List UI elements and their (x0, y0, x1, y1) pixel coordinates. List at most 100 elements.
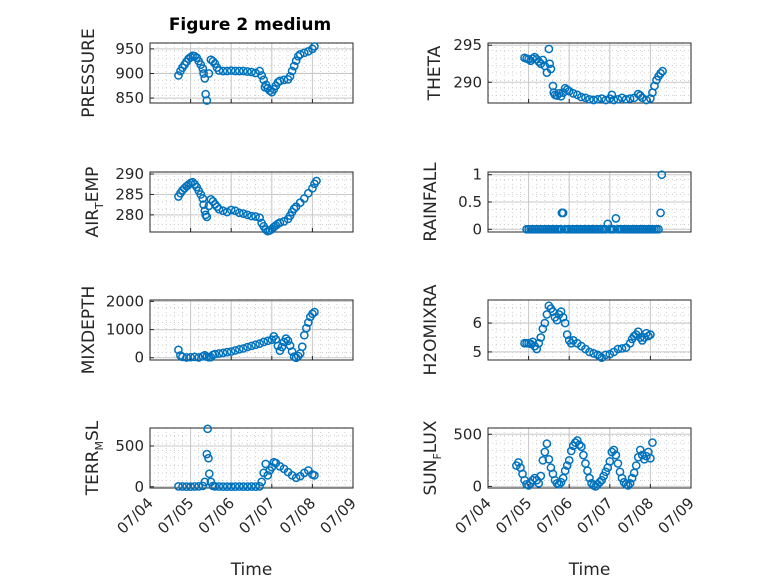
data-point (589, 95, 598, 105)
data-point (554, 479, 564, 489)
series-markers (520, 301, 655, 363)
axes-frame (149, 171, 354, 233)
subplot-air_temp: 280 285 290 AIRTEMP (83, 165, 354, 238)
y-axis-label: PRESSURE (79, 28, 99, 117)
y-axis-label-main: RAINFALL (421, 162, 441, 242)
data-point (566, 446, 576, 456)
data-point (263, 470, 273, 480)
data-point (283, 336, 293, 346)
data-point (178, 352, 187, 362)
data-point (230, 346, 240, 355)
data-point (291, 56, 301, 66)
y-axis-label: SUNFLUX (421, 420, 444, 495)
data-point (275, 218, 285, 227)
major-grid (150, 300, 353, 360)
data-point (198, 481, 208, 491)
data-point (255, 339, 264, 349)
data-point (623, 481, 633, 490)
data-point (562, 461, 572, 470)
data-point (585, 347, 594, 357)
data-point (247, 482, 256, 491)
data-point (234, 66, 244, 76)
data-point (656, 69, 665, 78)
y-axis-label-subscript: F (431, 453, 444, 459)
axes-background (150, 172, 353, 232)
data-point (308, 44, 317, 54)
y-axis-label-subscript: M (93, 441, 106, 451)
series-markers (522, 170, 667, 234)
data-point (625, 338, 635, 348)
data-point (218, 348, 228, 358)
data-point (585, 473, 594, 483)
data-point (613, 94, 623, 104)
subplot-h2o_mixratio: 5 6 H2OMIXRA (421, 284, 692, 376)
data-point (648, 438, 657, 447)
y-tick-label: 0 (134, 478, 144, 496)
data-point (291, 473, 301, 483)
series-markers (512, 436, 657, 491)
data-point (255, 66, 264, 76)
data-point (631, 461, 641, 470)
y-axis-label-rest: EMP (83, 167, 103, 203)
data-point (657, 170, 667, 180)
data-point (646, 453, 655, 463)
data-point (546, 64, 556, 74)
data-point (226, 205, 236, 215)
data-point (287, 347, 297, 356)
data-point (263, 336, 273, 346)
data-point (544, 44, 554, 54)
data-point (190, 352, 200, 362)
data-point (603, 219, 613, 229)
y-tick-label: 0.5 (458, 193, 482, 211)
y-axis-label-main: TERR (83, 450, 103, 496)
data-point (214, 482, 224, 491)
data-point (564, 455, 574, 465)
data-point (182, 482, 191, 491)
data-point (186, 482, 195, 491)
data-point (214, 204, 224, 214)
data-point (204, 469, 214, 479)
y-axis-label-rest: LUX (421, 420, 441, 453)
data-point (186, 52, 195, 62)
data-point (601, 350, 611, 360)
y-axis-label-main: PRESSURE (79, 28, 99, 117)
data-point (295, 49, 305, 59)
data-point (625, 478, 635, 488)
series-markers (174, 424, 319, 491)
data-point (289, 61, 299, 71)
y-tick-label: 290 (453, 73, 482, 91)
y-axis-label: THETA (425, 45, 445, 101)
data-point (644, 331, 653, 341)
data-point (198, 194, 208, 203)
subplot-rainfall: 0 0.5 1 RAINFALL (421, 162, 692, 242)
data-point (597, 475, 607, 485)
data-point (562, 85, 572, 95)
axes-frame (487, 299, 692, 361)
data-point (575, 440, 584, 450)
y-tick-label: 2000 (106, 292, 144, 310)
data-point (532, 344, 542, 354)
data-point (247, 211, 256, 221)
y-axis-label: AIRTEMP (83, 167, 106, 238)
data-point (577, 442, 586, 452)
data-point (545, 59, 555, 69)
data-point (562, 330, 572, 339)
data-point (289, 204, 299, 214)
axes-background (150, 428, 353, 488)
data-point (556, 224, 566, 234)
data-point (514, 458, 523, 467)
data-point (310, 470, 319, 480)
data-point (613, 344, 623, 354)
data-point (656, 208, 665, 218)
data-point (218, 206, 228, 216)
data-point (299, 48, 309, 58)
y-tick-label: 0 (472, 220, 482, 238)
y-tick-label: 900 (115, 64, 144, 82)
data-point (247, 67, 256, 77)
y-axis-label: RAINFALL (421, 162, 441, 242)
data-point (214, 349, 224, 358)
data-point (273, 341, 283, 351)
major-grid (488, 172, 691, 232)
y-tick-label: 500 (115, 437, 144, 455)
